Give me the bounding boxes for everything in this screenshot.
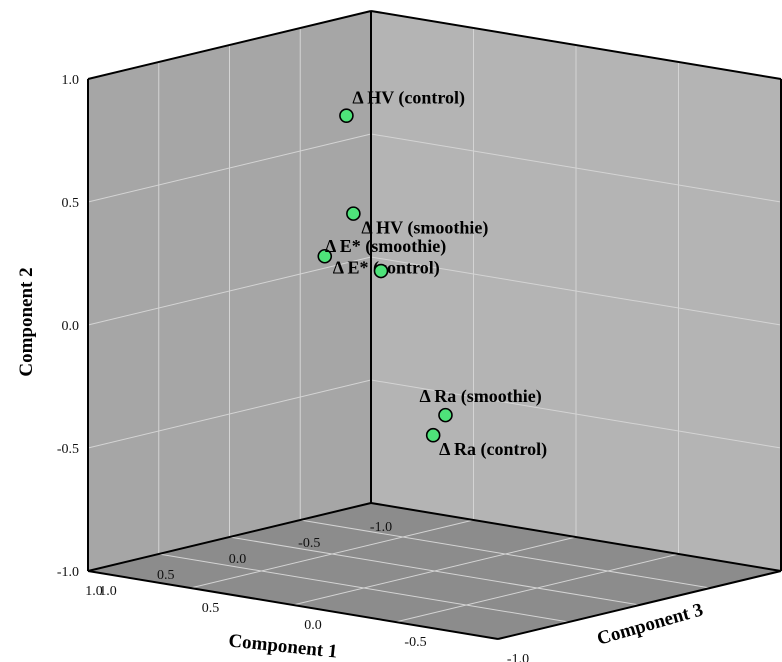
cube-edge <box>370 502 782 572</box>
point-marker <box>425 427 441 443</box>
x-axis-title: Component 1 <box>228 630 339 662</box>
point-marker <box>346 206 361 221</box>
y-tick-label: 1.0 <box>62 73 80 88</box>
point-label: Δ Ra (control) <box>439 439 547 460</box>
gridline <box>292 536 577 606</box>
gridline <box>370 133 782 203</box>
y-tick-label: -1.0 <box>57 565 79 580</box>
x-tick-label: 0.5 <box>157 568 175 583</box>
cube-edge <box>497 570 782 640</box>
gridline <box>370 256 782 326</box>
y-tick-label: 0.5 <box>62 196 80 211</box>
data-point: Δ HV (control) <box>339 88 465 123</box>
cube-edge <box>87 502 372 572</box>
point-label: Δ Ra (smoothie) <box>419 386 541 407</box>
point-marker <box>373 263 389 279</box>
z-tick-label: -0.5 <box>404 635 426 650</box>
z-tick-label: 0.0 <box>304 618 322 633</box>
x-tick-label: 0.0 <box>229 552 247 567</box>
cube-edge <box>87 570 499 640</box>
data-point: Δ HV (smoothie) <box>346 206 488 239</box>
tick-labels: -1.0 -0.5 0.0 0.5 1.0 -1.0 -0.5 0.0 0.5 1.0 -1.0 -0… <box>57 73 529 662</box>
x-tick-label: -1.0 <box>370 520 392 535</box>
y-tick-label: -0.5 <box>57 442 79 457</box>
cube-edge <box>87 10 372 80</box>
cube-edge <box>370 10 782 80</box>
gridline <box>87 133 372 203</box>
point-label: Δ E* (smoothie) <box>325 236 446 257</box>
data-point: Δ E* (smoothie) <box>325 236 446 279</box>
gridline <box>87 256 372 326</box>
point-marker <box>339 108 354 123</box>
z-tick-label: 0.5 <box>202 601 220 616</box>
z-tick-label: 1.0 <box>99 584 117 599</box>
y-axis-title: Component 2 <box>16 267 37 376</box>
x-tick-label: -0.5 <box>298 536 320 551</box>
point-label: Δ HV (smoothie) <box>361 218 488 239</box>
x-tick-label: 1.0 <box>85 584 103 599</box>
data-points: Δ HV (control)Δ HV (smoothie)Δ E* (contr… <box>317 88 547 460</box>
point-marker <box>317 248 333 264</box>
cube-edges <box>87 10 782 640</box>
point-marker <box>438 407 453 423</box>
data-point: Δ Ra (smoothie) <box>419 386 542 423</box>
point-label: Δ HV (control) <box>352 88 465 109</box>
data-point: Δ Ra (control) <box>425 427 547 460</box>
z-tick-label: -1.0 <box>507 652 529 662</box>
gridline <box>190 519 474 589</box>
y-tick-label: 0.0 <box>62 319 80 334</box>
gridline <box>158 553 569 623</box>
